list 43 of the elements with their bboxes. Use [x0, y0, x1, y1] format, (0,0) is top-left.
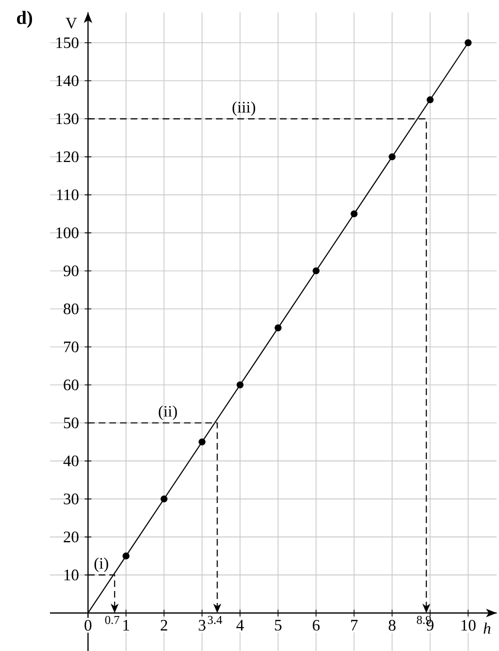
- x-tick-label: 3: [198, 620, 206, 631]
- y-tick-label: 130: [56, 113, 78, 124]
- x-tick-label: 6: [312, 620, 320, 631]
- x-tick-label: 10: [462, 620, 476, 631]
- y-tick-label: 20: [64, 532, 78, 542]
- y-tick-label: 30: [64, 494, 78, 504]
- y-tick-label: 70: [64, 341, 78, 352]
- y-tick-label: 50: [64, 418, 78, 428]
- point: [274, 324, 282, 332]
- x-axis-title: h: [484, 622, 490, 634]
- y-tick-label: 60: [64, 379, 78, 390]
- annotation: (ii): [158, 405, 177, 420]
- y-tick-label: 140: [56, 75, 78, 86]
- point: [160, 495, 168, 502]
- point: [388, 153, 396, 160]
- x-tick-label: 8: [388, 620, 396, 631]
- chart-title: d): [17, 10, 32, 28]
- y-axis-title: V: [66, 18, 77, 29]
- y-tick-label: 110: [57, 189, 78, 200]
- x-tick-label: 1: [123, 620, 130, 630]
- point: [426, 96, 434, 104]
- y-tick-label: 120: [56, 151, 78, 162]
- point: [312, 267, 320, 274]
- x-tick-label: 5: [275, 620, 282, 631]
- y-tick-label: 100: [56, 227, 78, 238]
- x-tick-label: 0: [84, 620, 92, 631]
- annotation: 3.4: [208, 616, 222, 624]
- point: [236, 381, 244, 388]
- y-tick-label: 10: [64, 570, 78, 580]
- x-tick-label: 7: [351, 620, 358, 630]
- y-tick-label: 150: [56, 37, 78, 48]
- annotation: (iii): [232, 101, 256, 116]
- point: [198, 438, 206, 446]
- annotation: (i): [94, 558, 108, 572]
- x-tick-label: 4: [236, 620, 244, 630]
- x-tick-label: 2: [160, 620, 168, 631]
- y-tick-label: 80: [64, 303, 78, 314]
- y-tick-label: 40: [63, 456, 78, 466]
- point: [350, 210, 358, 218]
- annotation: 0.7: [105, 616, 120, 624]
- point: [122, 552, 130, 560]
- point: [464, 39, 472, 46]
- y-tick-label: 90: [64, 265, 78, 276]
